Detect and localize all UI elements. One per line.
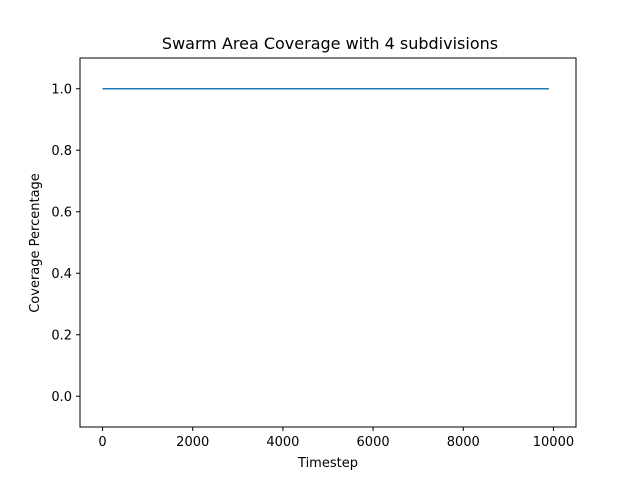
plot-frame — [79, 57, 577, 428]
x-tick-label: 0 — [98, 435, 106, 450]
x-tick-label: 4000 — [266, 435, 299, 450]
x-axis: 0 2000 4000 6000 8000 10000 — [98, 427, 574, 450]
y-tick-label: 1.0 — [51, 82, 72, 97]
x-tick-label: 2000 — [176, 435, 209, 450]
x-tick-label: 10000 — [533, 435, 574, 450]
chart-title: Swarm Area Coverage with 4 subdivisions — [162, 34, 498, 53]
y-tick-label: 0.2 — [51, 328, 72, 343]
y-tick-label: 0.4 — [51, 267, 72, 282]
y-tick-label: 0.0 — [51, 390, 72, 405]
y-tick-label: 0.6 — [51, 205, 72, 220]
x-tick-label: 8000 — [447, 435, 480, 450]
x-axis-label: Timestep — [297, 456, 358, 471]
plot-area — [79, 57, 577, 428]
x-tick-label: 6000 — [357, 435, 390, 450]
y-axis-label: Coverage Percentage — [28, 173, 43, 313]
y-tick-label: 0.8 — [51, 144, 72, 159]
y-axis: 0.0 0.2 0.4 0.6 0.8 1.0 — [51, 82, 80, 405]
